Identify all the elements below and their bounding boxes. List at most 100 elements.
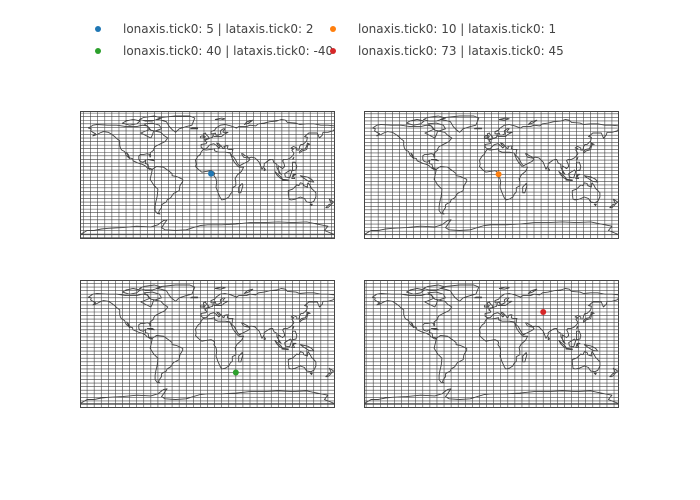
coastline: [122, 288, 141, 295]
coastline: [190, 127, 199, 130]
coastline: [583, 175, 599, 183]
map-frame: [80, 111, 335, 239]
coastline: [522, 183, 528, 194]
coastline: [200, 288, 335, 344]
geo-subplot[interactable]: [364, 280, 619, 408]
coastline: [612, 367, 619, 374]
coastline: [88, 293, 169, 340]
coastline: [483, 304, 488, 308]
coastline: [547, 167, 551, 172]
coastline: [299, 175, 315, 183]
legend-label: lonaxis.tick0: 73 | lataxis.tick0: 45: [358, 44, 564, 58]
data-point[interactable]: [540, 309, 547, 315]
coastline: [156, 115, 196, 133]
coastline: [565, 178, 573, 182]
coastline: [190, 296, 199, 299]
legend-marker-icon: [95, 26, 101, 32]
coastline: [156, 284, 196, 302]
coastline: [474, 127, 483, 130]
coastline: [576, 330, 582, 341]
legend-marker-icon: [95, 48, 101, 54]
coastline: [214, 286, 226, 290]
geo-subplot[interactable]: [80, 280, 335, 408]
coastline: [406, 119, 425, 126]
coastlines: [364, 284, 619, 405]
coastline: [292, 330, 298, 341]
coastline: [328, 198, 335, 205]
coastline: [593, 203, 597, 207]
coastline: [143, 122, 162, 132]
data-point[interactable]: [232, 369, 239, 376]
coastline: [292, 161, 298, 172]
coastline: [423, 284, 446, 291]
coastline: [576, 325, 579, 329]
coastline: [522, 352, 528, 363]
coastline: [299, 311, 311, 323]
coastline: [593, 372, 597, 376]
geo-subplot[interactable]: [80, 111, 335, 239]
coastline: [139, 115, 162, 122]
coastline: [292, 156, 295, 160]
coastline: [583, 311, 595, 323]
coastline: [427, 122, 446, 132]
coastline: [243, 119, 254, 125]
coastline: [281, 347, 289, 351]
legend-item[interactable]: lonaxis.tick0: 40 | lataxis.tick0: -40: [90, 44, 333, 58]
coastline: [143, 291, 162, 301]
coastline: [527, 119, 538, 125]
coastline: [565, 347, 573, 351]
coastline: [292, 325, 295, 329]
lat-grid: [80, 112, 335, 238]
legend-item[interactable]: lonaxis.tick0: 73 | lataxis.tick0: 45: [325, 44, 564, 58]
coastline: [440, 115, 480, 133]
coastline: [484, 119, 619, 175]
map-svg: [80, 111, 335, 239]
legend-item[interactable]: lonaxis.tick0: 5 | lataxis.tick0: 2: [90, 22, 313, 36]
coastline: [199, 135, 204, 139]
coastline: [583, 344, 599, 352]
coastline: [568, 169, 577, 179]
coastline: [149, 335, 184, 384]
coastline: [291, 342, 297, 349]
legend-item[interactable]: lonaxis.tick0: 10 | lataxis.tick0: 1: [325, 22, 556, 36]
coastline: [479, 317, 529, 370]
coastline: [406, 288, 425, 295]
coastline: [299, 142, 311, 154]
coastline: [433, 335, 468, 384]
data-point[interactable]: [495, 171, 502, 178]
coastline: [263, 167, 267, 172]
map-svg: [364, 280, 619, 408]
coastline: [547, 336, 551, 341]
coastline: [149, 166, 184, 215]
coastline: [583, 142, 595, 154]
coastline: [200, 119, 335, 175]
data-point[interactable]: [208, 170, 215, 177]
coastline: [243, 288, 254, 294]
coastline: [609, 372, 616, 378]
coastline: [214, 117, 226, 121]
coastline: [309, 203, 313, 207]
map-svg: [80, 280, 335, 408]
legend-marker-icon: [330, 48, 336, 54]
map-frame: [80, 280, 335, 408]
coastline: [575, 342, 581, 349]
coastline: [483, 135, 488, 139]
coastline: [498, 117, 510, 121]
coastline: [372, 293, 453, 340]
map-frame: [364, 280, 619, 408]
coastlines: [364, 115, 619, 236]
coastlines: [80, 115, 335, 236]
coastline: [284, 169, 293, 179]
coastline: [558, 170, 568, 180]
coastline: [202, 132, 210, 140]
geo-subplot[interactable]: [364, 111, 619, 239]
lon-grid: [364, 111, 619, 239]
legend: lonaxis.tick0: 5 | lataxis.tick0: 2 lona…: [90, 22, 610, 70]
legend-label: lonaxis.tick0: 5 | lataxis.tick0: 2: [123, 22, 314, 36]
coastline: [146, 158, 155, 162]
coastline: [274, 170, 284, 180]
coastline: [328, 367, 335, 374]
coastline: [325, 372, 332, 378]
coastline: [440, 284, 480, 302]
coastline: [195, 317, 245, 370]
